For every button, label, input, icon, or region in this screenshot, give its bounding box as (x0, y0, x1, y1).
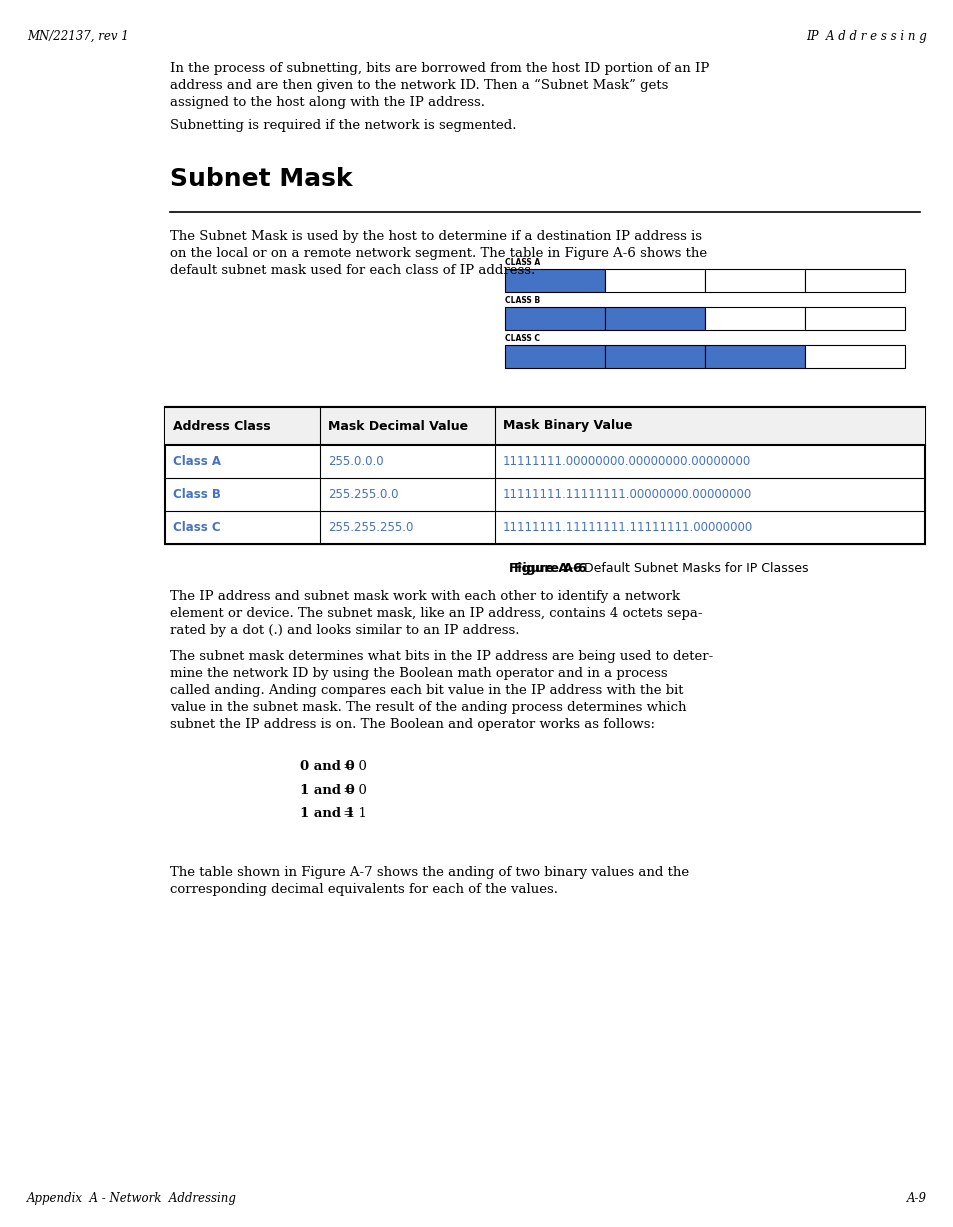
Text: 11111111.00000000.00000000.00000000: 11111111.00000000.00000000.00000000 (502, 455, 750, 467)
FancyBboxPatch shape (704, 269, 804, 292)
Text: CLASS A: CLASS A (504, 258, 539, 267)
FancyBboxPatch shape (604, 307, 704, 330)
Text: The table shown in Figure A-7 shows the anding of two binary values and the
corr: The table shown in Figure A-7 shows the … (170, 866, 688, 896)
FancyBboxPatch shape (804, 307, 904, 330)
FancyBboxPatch shape (704, 345, 804, 368)
Text: 255.0.0.0: 255.0.0.0 (328, 455, 383, 467)
Text: = 0: = 0 (339, 784, 367, 796)
Text: Class B: Class B (172, 488, 221, 501)
Text: Mask Binary Value: Mask Binary Value (502, 420, 632, 432)
Text: = 0: = 0 (339, 761, 367, 773)
Text: Appendix  A - Network  Addressing: Appendix A - Network Addressing (27, 1191, 236, 1205)
FancyBboxPatch shape (804, 345, 904, 368)
Text: CLASS C: CLASS C (504, 334, 539, 344)
FancyBboxPatch shape (804, 269, 904, 292)
Text: Figure A-6: Figure A-6 (508, 562, 580, 575)
Text: Class C: Class C (172, 521, 220, 534)
Text: MN/22137, rev 1: MN/22137, rev 1 (27, 29, 129, 43)
Text: Subnet Mask: Subnet Mask (170, 167, 352, 191)
Text: = 1: = 1 (339, 807, 367, 821)
FancyBboxPatch shape (504, 345, 604, 368)
Text: IP  A d d r e s s i n g: IP A d d r e s s i n g (805, 29, 926, 43)
Text: Default Subnet Masks for IP Classes: Default Subnet Masks for IP Classes (576, 562, 807, 575)
Text: In the process of subnetting, bits are borrowed from the host ID portion of an I: In the process of subnetting, bits are b… (170, 63, 709, 109)
Text: 11111111.11111111.11111111.00000000: 11111111.11111111.11111111.00000000 (502, 521, 753, 534)
FancyBboxPatch shape (165, 407, 924, 544)
Text: 11111111.11111111.00000000.00000000: 11111111.11111111.00000000.00000000 (502, 488, 752, 501)
FancyBboxPatch shape (604, 269, 704, 292)
FancyBboxPatch shape (165, 407, 924, 445)
Text: Subnetting is required if the network is segmented.: Subnetting is required if the network is… (170, 119, 516, 133)
Text: CLASS B: CLASS B (504, 296, 539, 306)
Text: 0 and 0: 0 and 0 (299, 761, 355, 773)
Text: Class A: Class A (172, 455, 221, 467)
Text: Figure A-6  Default Subnet Masks for IP Classes: Figure A-6 Default Subnet Masks for IP C… (396, 562, 692, 575)
Text: Address Class: Address Class (172, 420, 271, 432)
Text: 255.255.0.0: 255.255.0.0 (328, 488, 398, 501)
FancyBboxPatch shape (604, 345, 704, 368)
Text: 1 and 1: 1 and 1 (299, 807, 355, 821)
Text: A-9: A-9 (906, 1191, 926, 1205)
Text: The IP address and subnet mask work with each other to identify a network
elemen: The IP address and subnet mask work with… (170, 590, 701, 637)
Text: 1 and 0: 1 and 0 (299, 784, 355, 796)
Text: 255.255.255.0: 255.255.255.0 (328, 521, 413, 534)
FancyBboxPatch shape (704, 307, 804, 330)
Text: The subnet mask determines what bits in the IP address are being used to deter-
: The subnet mask determines what bits in … (170, 650, 713, 731)
FancyBboxPatch shape (504, 269, 604, 292)
Text: The Subnet Mask is used by the host to determine if a destination IP address is
: The Subnet Mask is used by the host to d… (170, 229, 706, 277)
FancyBboxPatch shape (504, 307, 604, 330)
Text: Figure A-6: Figure A-6 (514, 562, 586, 575)
Text: Mask Decimal Value: Mask Decimal Value (328, 420, 468, 432)
